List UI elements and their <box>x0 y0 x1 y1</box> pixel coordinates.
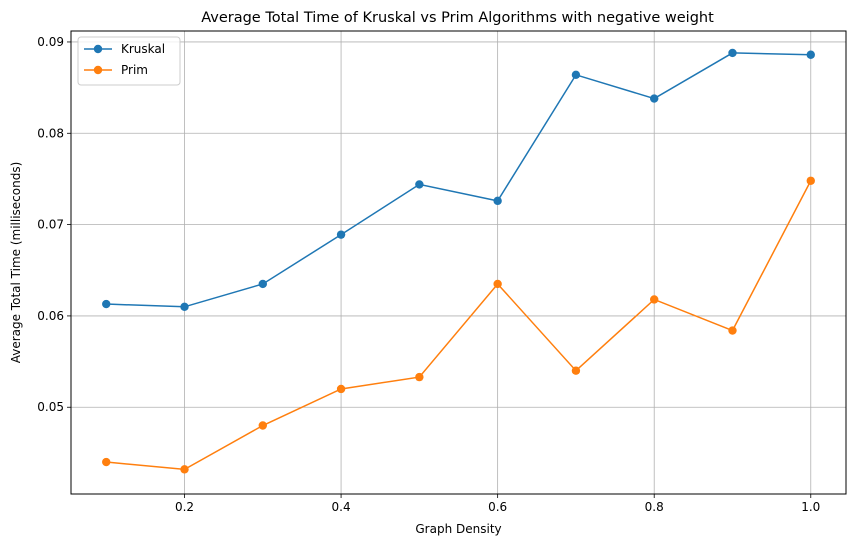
legend-swatch-marker <box>93 44 103 54</box>
legend: Kruskal Prim <box>77 36 181 86</box>
data-point <box>728 326 737 335</box>
series-kruskal <box>102 48 815 311</box>
legend-label: Kruskal <box>121 42 165 56</box>
series-line <box>106 52 811 308</box>
data-point <box>493 196 502 206</box>
legend-swatch-marker <box>93 65 103 75</box>
x-tick-label: 1.0 <box>801 500 820 514</box>
data-point <box>102 299 111 309</box>
data-point <box>806 50 815 59</box>
data-point <box>180 465 189 474</box>
data-point <box>258 421 267 430</box>
series-prim <box>102 176 815 474</box>
y-tick-label: 0.07 <box>37 218 64 232</box>
chart-title: Average Total Time of Kruskal vs Prim Al… <box>201 10 714 26</box>
data-point <box>650 94 659 103</box>
data-point <box>571 70 581 80</box>
ticks: 0.2 0.4 0.6 0.8 1.0 0.05 0.06 0.07 0.08 0.09 <box>37 35 820 514</box>
x-tick-label: 0.6 <box>488 500 507 514</box>
data-point <box>806 176 815 185</box>
legend-label: Prim <box>121 63 148 77</box>
data-point <box>258 279 267 289</box>
y-tick-label: 0.09 <box>37 35 64 49</box>
data-point <box>102 457 111 467</box>
data-point <box>180 302 189 311</box>
data-point <box>336 384 346 394</box>
x-tick-label: 0.4 <box>332 500 351 514</box>
x-tick-label: 0.8 <box>645 500 664 514</box>
plot-frame <box>70 30 847 495</box>
x-axis-label: Graph Density <box>415 522 501 536</box>
data-point <box>571 366 581 375</box>
data-point <box>493 279 502 289</box>
data-point <box>415 180 424 189</box>
y-tick-label: 0.08 <box>37 126 64 140</box>
series-layer <box>102 48 815 474</box>
y-axis-label: Average Total Time (milliseconds) <box>9 162 23 364</box>
y-tick-label: 0.06 <box>37 309 64 323</box>
series-line <box>106 180 812 471</box>
x-tick-label: 0.2 <box>175 500 194 514</box>
y-tick-label: 0.05 <box>37 400 64 414</box>
data-point <box>336 230 346 239</box>
data-point <box>728 48 737 58</box>
grid <box>71 31 846 494</box>
data-point <box>650 295 659 304</box>
data-point <box>415 372 424 382</box>
